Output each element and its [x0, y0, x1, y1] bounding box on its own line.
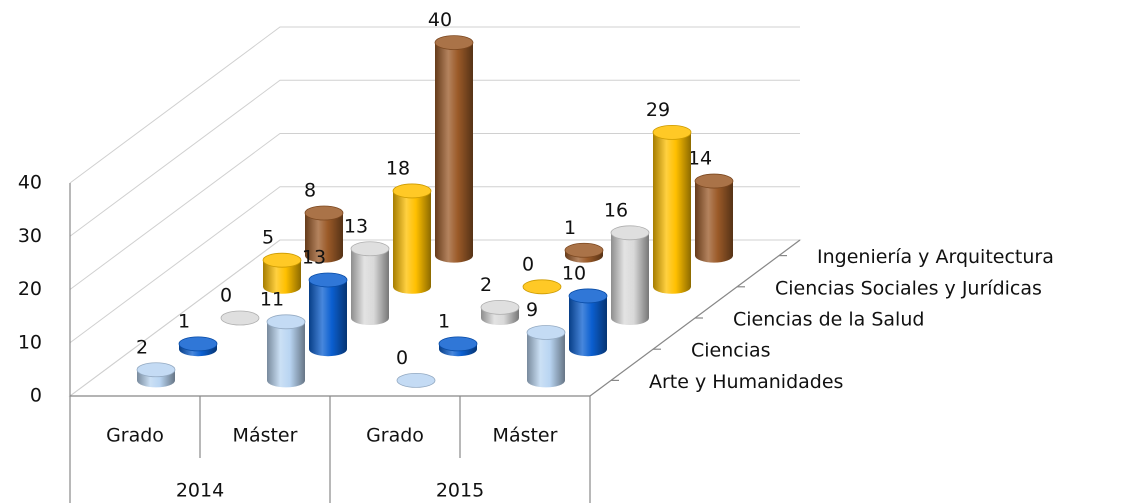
- group-label: 2015: [436, 480, 484, 502]
- cylinder: [308, 272, 348, 357]
- y-tick-label: 20: [18, 278, 42, 300]
- cylinder-top: [652, 124, 692, 140]
- cylinder-top: [350, 241, 390, 257]
- legend-label: Arte y Humanidades: [649, 371, 843, 393]
- cylinder-top: [308, 272, 348, 288]
- data-label: 9: [526, 299, 538, 321]
- cylinder-top: [694, 173, 734, 189]
- data-label: 10: [562, 262, 586, 284]
- data-label: 1: [438, 310, 450, 332]
- cylinder-top: [610, 225, 650, 241]
- cylinder: [396, 372, 436, 388]
- cylinder-top: [178, 336, 218, 352]
- cylinder: [392, 183, 432, 294]
- cylinder: [350, 241, 390, 325]
- legend-label: Ciencias de la Salud: [733, 309, 924, 331]
- cylinder-top: [396, 372, 436, 388]
- cylinder-body: [611, 232, 649, 325]
- cylinder-top: [564, 242, 604, 258]
- cylinder: [694, 173, 734, 263]
- cylinder: [564, 242, 604, 263]
- cylinder: [610, 225, 650, 325]
- cylinder-body: [351, 248, 389, 325]
- cylinder-top: [526, 325, 566, 340]
- cylinder: [434, 35, 474, 263]
- cylinder-top: [522, 279, 562, 295]
- x-tick-label: Máster: [233, 425, 298, 447]
- grid-line: [69, 186, 800, 344]
- legend-label: Ciencias: [691, 340, 771, 362]
- cylinder-top: [262, 252, 302, 268]
- data-label: 1: [564, 217, 576, 239]
- group-label: 2014: [176, 480, 224, 502]
- cylinder-body: [393, 190, 431, 294]
- cylinder-top: [136, 362, 176, 378]
- data-label: 5: [262, 227, 274, 249]
- cylinder-body: [309, 279, 347, 357]
- data-label: 40: [428, 9, 452, 31]
- cylinder: [522, 279, 562, 295]
- data-label: 0: [522, 253, 534, 275]
- cylinder-top: [220, 310, 260, 326]
- legend-label: Ingeniería y Arquitectura: [817, 246, 1054, 268]
- data-label: 0: [396, 347, 408, 369]
- cylinder-body: [263, 260, 301, 294]
- cylinder-top: [438, 336, 478, 352]
- cylinder: [438, 336, 478, 357]
- cylinder-top: [266, 314, 306, 330]
- cylinder: [652, 124, 692, 294]
- cylinder-body: [569, 295, 607, 357]
- cylinder: [262, 252, 302, 294]
- data-label: 29: [646, 99, 670, 121]
- cylinder-top: [568, 288, 608, 304]
- y-tick-label: 10: [18, 331, 42, 353]
- y-tick-label: 30: [18, 225, 42, 247]
- data-label: 2: [136, 336, 148, 358]
- x-tick-label: Grado: [366, 425, 424, 447]
- data-label: 1: [178, 310, 190, 332]
- cylinder: [480, 299, 520, 325]
- cylinder: [568, 288, 608, 357]
- cylinder-top: [304, 205, 344, 221]
- data-label: 13: [344, 215, 368, 237]
- data-label: 11: [260, 288, 284, 310]
- cylinder: [526, 325, 566, 388]
- cylinder-body: [267, 321, 305, 388]
- cylinder-body: [653, 132, 691, 294]
- grid-line: [69, 79, 800, 237]
- cylinder-top: [434, 35, 474, 50]
- grid-line: [69, 133, 800, 290]
- x-tick-label: Grado: [106, 425, 164, 447]
- cylinder-body: [527, 332, 565, 388]
- cylinder-body: [435, 42, 473, 263]
- y-tick-label: 40: [18, 172, 42, 194]
- data-label: 8: [304, 180, 316, 202]
- cylinder: [178, 336, 218, 357]
- data-label: 13: [302, 246, 326, 268]
- cylinder-top: [480, 299, 520, 315]
- cylinder: [220, 310, 260, 326]
- data-label: 0: [220, 285, 232, 307]
- legend-label: Ciencias Sociales y Jurídicas: [775, 277, 1042, 299]
- cylinder: [266, 314, 306, 388]
- y-tick-label: 0: [30, 385, 42, 407]
- data-label: 16: [604, 199, 628, 221]
- cylinder: [136, 362, 176, 388]
- data-label: 2: [480, 274, 492, 296]
- data-label: 18: [386, 157, 410, 179]
- cylinder: [304, 205, 344, 263]
- data-label: 14: [688, 148, 712, 170]
- grid-line: [69, 26, 800, 184]
- cylinder-body: [695, 181, 733, 263]
- cylinder-top: [392, 183, 432, 199]
- cylinder-body: [305, 213, 343, 263]
- x-tick-label: Máster: [493, 425, 558, 447]
